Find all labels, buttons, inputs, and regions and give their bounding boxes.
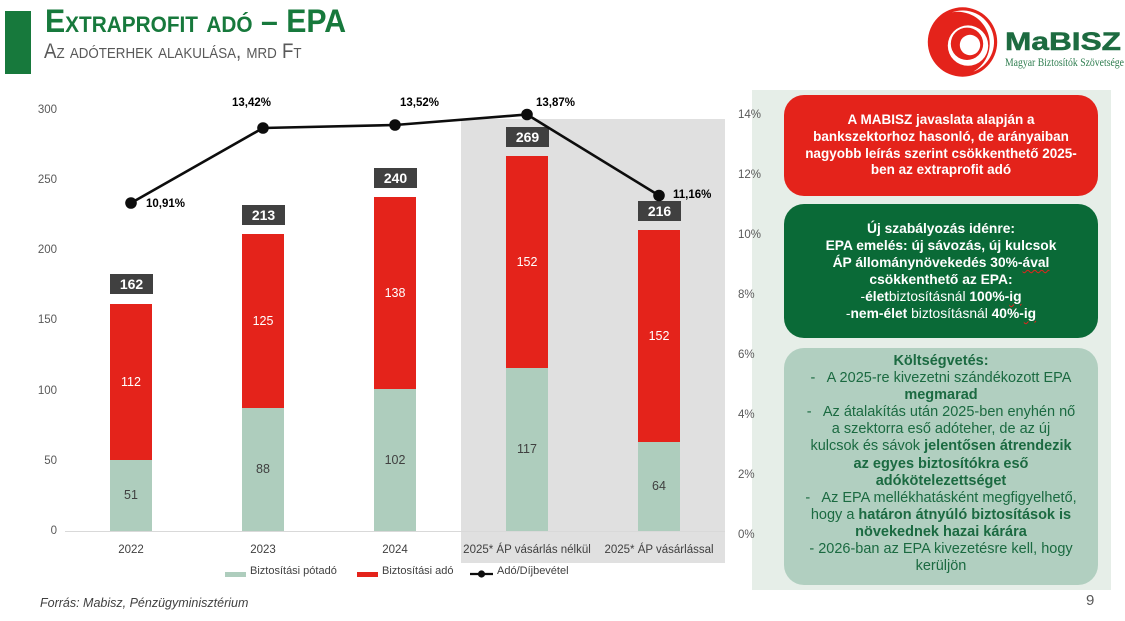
svg-text:Magyar Biztosítók Szövetsége: Magyar Biztosítók Szövetsége bbox=[1005, 57, 1124, 69]
svg-text:MaBISZ: MaBISZ bbox=[1005, 28, 1121, 56]
